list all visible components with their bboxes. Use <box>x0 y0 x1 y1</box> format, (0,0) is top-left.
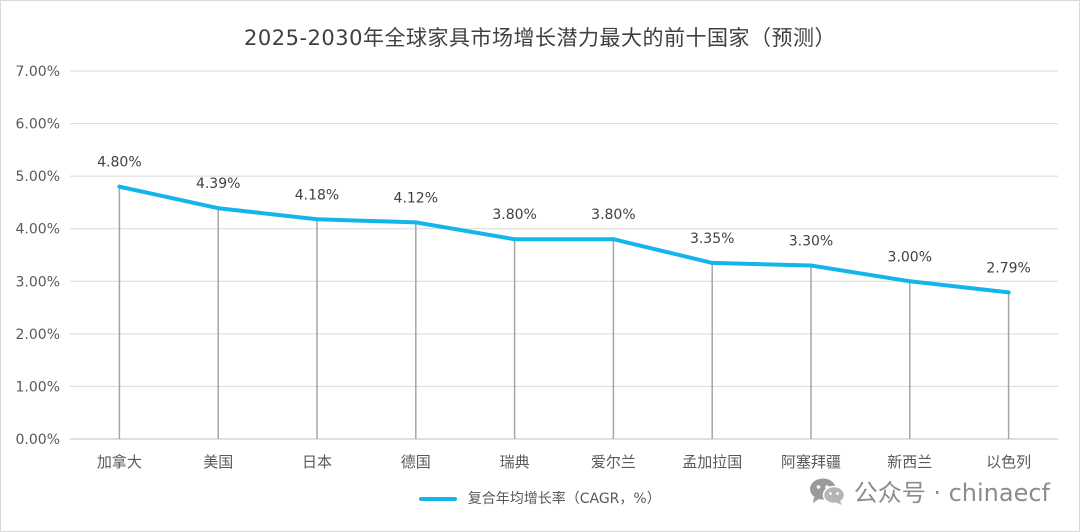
y-tick-label: 0.00% <box>16 432 60 448</box>
x-tick-label: 德国 <box>401 453 431 471</box>
data-point <box>611 237 616 242</box>
series-line <box>117 184 1011 295</box>
legend: 复合年均增长率（CAGR，%） <box>0 488 1080 508</box>
chart-title: 2025-2030年全球家具市场增长潜力最大的前十国家（预测） <box>244 26 836 50</box>
data-label: 4.18% <box>295 187 339 203</box>
x-tick-label: 爱尔兰 <box>591 453 636 471</box>
x-tick-label: 瑞典 <box>500 453 530 471</box>
data-point <box>117 184 122 189</box>
y-tick-label: 7.00% <box>16 64 60 80</box>
x-tick-label: 新西兰 <box>887 453 932 471</box>
y-tick-label: 2.00% <box>16 327 60 343</box>
watermark-text: 公众号 · chinaecf <box>853 479 1050 507</box>
data-point <box>512 237 517 242</box>
legend-swatch <box>419 497 458 501</box>
x-tick-label: 美国 <box>203 453 233 471</box>
wechat-icon <box>809 478 845 505</box>
data-label: 2.79% <box>986 260 1030 276</box>
x-tick-label: 加拿大 <box>97 453 142 471</box>
data-label: 4.80% <box>97 155 141 171</box>
data-label: 3.30% <box>789 234 833 250</box>
data-point <box>413 220 418 225</box>
y-tick-label: 5.00% <box>16 169 60 185</box>
data-label: 3.35% <box>690 231 734 247</box>
x-tick-label: 孟加拉国 <box>682 453 742 471</box>
x-tick-label: 日本 <box>302 453 332 471</box>
x-tick-label: 阿塞拜疆 <box>781 453 841 471</box>
data-point <box>907 279 912 284</box>
data-label: 3.80% <box>591 207 635 223</box>
data-point <box>216 206 221 211</box>
data-point <box>809 263 813 268</box>
y-tick-label: 3.00% <box>16 274 60 290</box>
y-tick-label: 4.00% <box>16 222 60 238</box>
data-label: 3.00% <box>888 249 932 265</box>
y-tick-label: 6.00% <box>16 117 60 133</box>
data-point <box>1006 290 1011 295</box>
data-point <box>315 217 319 222</box>
data-label: 4.39% <box>196 176 240 192</box>
watermark: 公众号 · chinaecf <box>808 473 1050 508</box>
data-point <box>710 260 715 265</box>
data-label: 4.12% <box>394 190 438 206</box>
legend-label: 复合年均增长率（CAGR，%） <box>467 491 661 507</box>
data-label: 3.80% <box>492 207 536 223</box>
y-tick-label: 1.00% <box>16 379 60 395</box>
x-tick-label: 以色列 <box>986 453 1031 471</box>
